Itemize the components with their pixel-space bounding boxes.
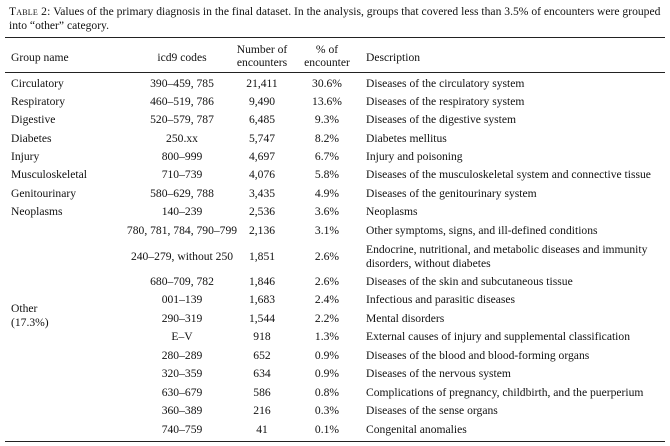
cell-encounter-count: 4,697 (248, 150, 276, 163)
cell-description: Diseases of the blood and blood-forming … (366, 349, 590, 362)
cell-icd9-codes: 240–279, without 250 (130, 250, 234, 263)
header-group-name: Group name (11, 51, 69, 64)
cell-encounter-count: 2,536 (248, 205, 276, 218)
cell-icd9-codes: 580–629, 788 (150, 187, 214, 200)
header-number-of-encounters: Number of encounters (236, 43, 288, 69)
cell-group: Diabetes (11, 132, 52, 145)
cell-icd9-codes: 390–459, 785 (150, 77, 214, 90)
cell-encounter-percent: 0.8% (314, 386, 340, 399)
cell-encounter-count: 3,435 (248, 187, 276, 200)
cell-group: Injury (11, 150, 40, 163)
cell-description: Diseases of the respiratory system (366, 95, 525, 108)
cell-encounter-percent: 30.6% (312, 77, 342, 90)
table-label: Table 2: (9, 5, 51, 18)
cell-encounter-count: 1,683 (248, 293, 276, 306)
cell-icd9-codes: 460–519, 786 (150, 95, 214, 108)
cell-description: Infectious and parasitic diseases (366, 293, 516, 306)
cell-icd9-codes: 001–139 (161, 293, 203, 306)
cell-description: Diseases of the nervous system (366, 367, 511, 380)
cell-encounter-percent: 0.3% (314, 404, 340, 417)
cell-encounter-percent: 2.6% (314, 250, 340, 263)
cell-encounter-percent: 0.1% (314, 423, 340, 436)
cell-encounter-count: 216 (253, 404, 271, 417)
cell-group: Digestive (11, 113, 56, 126)
cell-icd9-codes: 800–999 (161, 150, 203, 163)
cell-encounter-percent: 1.3% (314, 330, 340, 343)
cell-icd9-codes: 520–579, 787 (150, 113, 214, 126)
table-header-rule (5, 72, 665, 73)
header-icd9-codes: icd9 codes (157, 51, 207, 64)
cell-encounter-percent: 8.2% (314, 132, 340, 145)
table-caption-text: Values of the primary diagnosis in the f… (9, 5, 661, 32)
cell-icd9-codes: 780, 781, 784, 790–799 (126, 224, 238, 237)
cell-encounter-count: 918 (253, 330, 271, 343)
cell-description: Diseases of the digestive system (366, 113, 517, 126)
cell-encounter-percent: 2.2% (314, 312, 340, 325)
cell-description: Other symptoms, signs, and ill-defined c… (366, 224, 598, 237)
cell-group: Circulatory (11, 77, 64, 90)
cell-encounter-percent: 2.4% (314, 293, 340, 306)
cell-group: Musculoskeletal (11, 168, 87, 181)
cell-description: Diseases of the musculoskeletal system a… (366, 168, 651, 181)
header-percent-of-encounter: % of encounter (304, 43, 350, 69)
cell-icd9-codes: 680–709, 782 (150, 275, 214, 288)
cell-icd9-codes: 360–389 (161, 404, 203, 417)
cell-encounter-percent: 9.3% (314, 113, 340, 126)
cell-encounter-percent: 3.1% (314, 224, 340, 237)
cell-encounter-count: 1,544 (248, 312, 276, 325)
cell-encounter-count: 21,411 (246, 77, 278, 90)
cell-group: Neoplasms (11, 205, 63, 218)
cell-encounter-count: 652 (253, 349, 271, 362)
cell-description: Mental disorders (366, 312, 445, 325)
cell-description: Congenital anomalies (366, 423, 467, 436)
cell-icd9-codes: 290–319 (161, 312, 203, 325)
cell-group: Genitourinary (11, 187, 77, 200)
cell-encounter-percent: 5.8% (314, 168, 340, 181)
cell-encounter-percent: 13.6% (312, 95, 342, 108)
cell-encounter-count: 6,485 (248, 113, 276, 126)
other-group-name: Other (11, 302, 38, 315)
cell-icd9-codes: 630–679 (161, 386, 203, 399)
cell-encounter-count: 5,747 (248, 132, 276, 145)
table-caption: Table 2: Values of the primary diagnosis… (9, 5, 661, 33)
cell-description: Diseases of the skin and subcutaneous ti… (366, 275, 573, 288)
table-top-rule (5, 37, 665, 38)
other-group-share: (17.3%) (11, 316, 49, 329)
cell-encounter-count: 1,846 (248, 275, 276, 288)
cell-icd9-codes: 140–239 (161, 205, 203, 218)
cell-description: Endocrine, nutritional, and metabolic di… (366, 243, 648, 270)
cell-description: Diseases of the sense organs (366, 404, 498, 417)
cell-description: External causes of injury and supplement… (366, 330, 630, 343)
cell-encounter-count: 2,136 (248, 224, 276, 237)
cell-group: Respiratory (11, 95, 66, 108)
cell-description: Diabetes mellitus (366, 132, 447, 145)
cell-description: Diseases of the genitourinary system (366, 187, 537, 200)
cell-description: Injury and poisoning (366, 150, 463, 163)
cell-icd9-codes: 710–739 (161, 168, 203, 181)
cell-icd9-codes: 280–289 (161, 349, 203, 362)
cell-encounter-count: 9,490 (248, 95, 276, 108)
cell-encounter-count: 586 (253, 386, 271, 399)
cell-encounter-percent: 3.6% (314, 205, 340, 218)
cell-encounter-count: 634 (253, 367, 271, 380)
header-description: Description (366, 51, 421, 64)
cell-encounter-count: 4,076 (248, 168, 276, 181)
cell-icd9-codes: E–V (171, 330, 193, 343)
cell-encounter-count: 1,851 (248, 250, 276, 263)
cell-description: Neoplasms (366, 205, 418, 218)
cell-encounter-percent: 4.9% (314, 187, 340, 200)
cell-icd9-codes: 250.xx (166, 132, 198, 145)
cell-encounter-percent: 0.9% (314, 367, 340, 380)
cell-icd9-codes: 320–359 (161, 367, 203, 380)
cell-encounter-percent: 0.9% (314, 349, 340, 362)
cell-icd9-codes: 740–759 (161, 423, 203, 436)
cell-description: Complications of pregnancy, childbirth, … (366, 386, 644, 399)
cell-encounter-count: 41 (256, 423, 268, 436)
cell-encounter-percent: 6.7% (314, 150, 340, 163)
cell-description: Diseases of the circulatory system (366, 77, 525, 90)
cell-encounter-percent: 2.6% (314, 275, 340, 288)
table-bottom-rule (5, 441, 665, 442)
